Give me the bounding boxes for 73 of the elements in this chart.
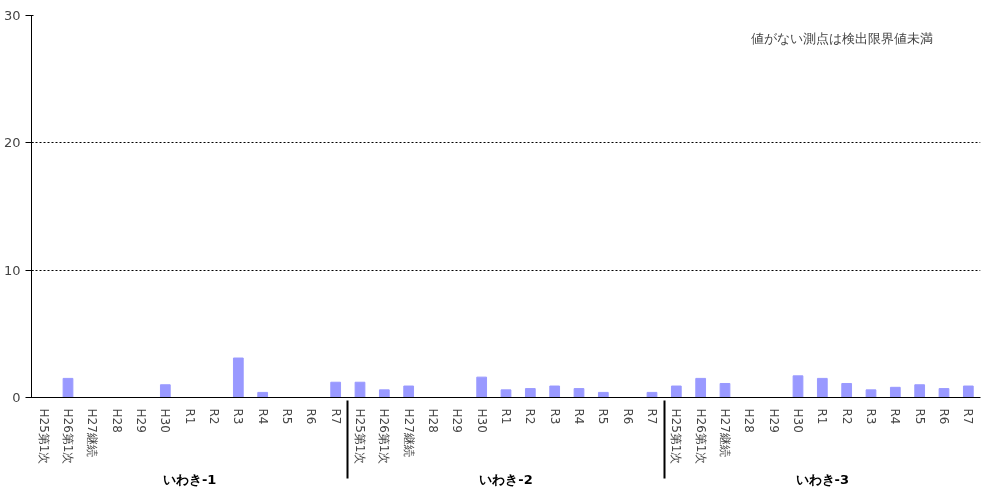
x-tick-label: R6: [620, 408, 635, 425]
x-tick-label: H25第1次: [353, 408, 367, 465]
bar: [330, 381, 342, 398]
annotation: 値がない測点は検出限界値未満: [751, 31, 934, 47]
bar: [962, 385, 974, 398]
y-tick-label: 0: [12, 390, 21, 405]
y-tick-label: 10: [3, 262, 21, 278]
x-tick-label: H26第1次: [693, 408, 708, 465]
bar: [232, 357, 244, 398]
x-tick-label: R7: [328, 408, 343, 425]
x-tick-label: R2: [207, 408, 221, 425]
bar: [670, 385, 682, 398]
bar: [914, 384, 926, 398]
x-tick-label: R5: [596, 408, 611, 425]
x-tick-label: H25第1次: [36, 408, 51, 465]
x-tick-label: H26第1次: [377, 408, 392, 465]
x-tick-label: R3: [231, 408, 246, 425]
bar: [524, 388, 536, 398]
y-tick-label: 30: [3, 8, 21, 23]
bar: [646, 391, 658, 398]
bar: [889, 386, 901, 398]
text: いわき-1: [162, 472, 217, 488]
x-tick-label: H29: [134, 408, 148, 433]
x-tick-label: R7: [961, 408, 976, 425]
x-tick-label: R4: [572, 408, 586, 425]
x-tick-label: H27継続: [401, 408, 416, 457]
x-tick-label: R2: [839, 408, 854, 425]
bar: [257, 391, 269, 398]
x-tick-label: H30: [474, 408, 489, 433]
x-tick-label: R4: [888, 408, 903, 425]
x-tick-label: R1: [182, 408, 197, 425]
x-tick-label: R6: [304, 408, 319, 425]
bar: [500, 389, 512, 398]
bar: [378, 389, 390, 398]
bar: [597, 391, 609, 398]
bar: [938, 388, 950, 398]
bar: [865, 389, 877, 398]
bar: [62, 377, 74, 398]
x-tick-label: H25第1次: [669, 408, 684, 465]
text: いわき-3: [795, 472, 850, 488]
y-tick-label: 20: [3, 135, 21, 151]
bar: [841, 382, 853, 398]
x-tick-label: H30: [158, 408, 173, 433]
bar: [549, 385, 561, 398]
x-tick-label: R4: [255, 408, 270, 425]
x-tick-label: H26第1次: [61, 408, 75, 465]
bar: [792, 375, 804, 398]
x-tick-label: R3: [547, 408, 562, 425]
x-tick-label: H27継続: [718, 408, 732, 457]
x-tick-label: R7: [645, 408, 659, 425]
bar: [354, 381, 366, 398]
x-tick-label: R1: [815, 408, 830, 425]
x-tick-label: H29: [766, 408, 781, 433]
bar: [476, 376, 488, 398]
bar: [816, 377, 828, 398]
bar: [573, 388, 585, 398]
bar: [159, 384, 171, 398]
x-tick-label: R1: [499, 408, 513, 425]
x-tick-label: H28: [426, 408, 440, 433]
text: いわき-2: [479, 472, 533, 488]
x-tick-label: H27継続: [85, 408, 100, 457]
bar: [695, 377, 707, 398]
x-tick-label: H28: [742, 408, 757, 433]
bar: [403, 385, 415, 398]
x-tick-label: R2: [523, 408, 538, 425]
x-tick-label: H28: [109, 408, 124, 433]
x-tick-label: R5: [280, 408, 294, 425]
x-tick-label: R3: [864, 408, 878, 425]
x-tick-label: R6: [937, 408, 951, 425]
bar: [719, 382, 731, 398]
x-tick-label: H29: [450, 408, 465, 433]
x-tick-label: H30: [791, 408, 805, 433]
x-tick-label: R5: [912, 408, 927, 425]
